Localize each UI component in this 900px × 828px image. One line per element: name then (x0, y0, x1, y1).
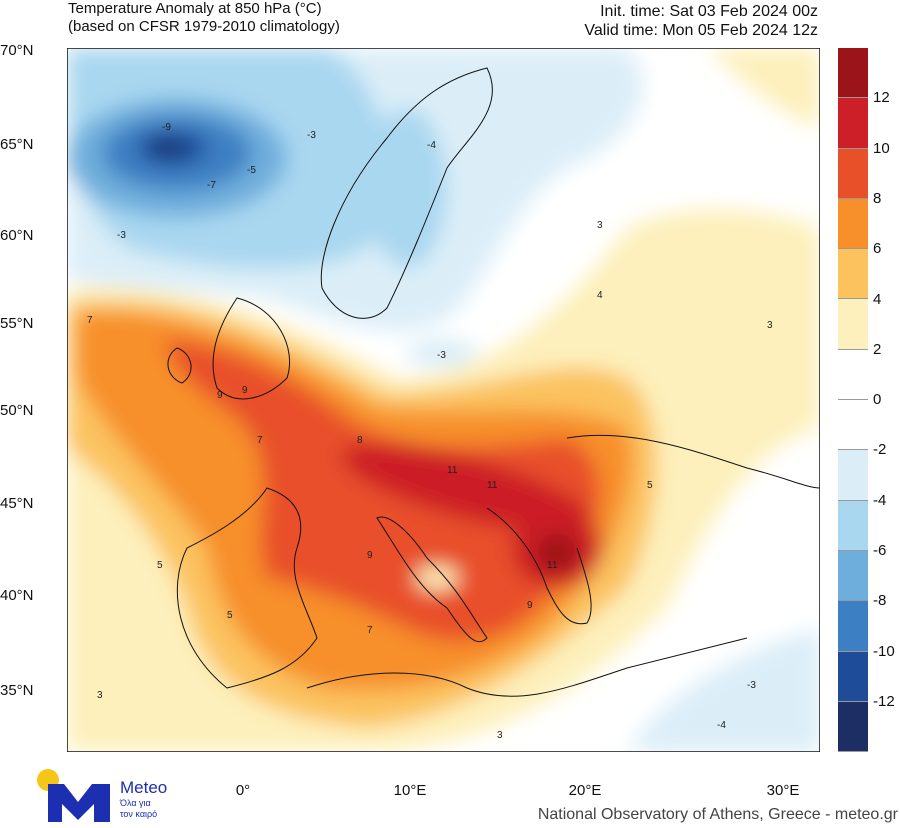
contour-label: -3 (747, 680, 756, 691)
lon-label-0: 0° (235, 782, 251, 799)
colorbar-bin (838, 701, 868, 753)
colorbar-label: -2 (873, 441, 887, 459)
lat-label-55n: 55°N (0, 315, 34, 332)
contour-label: -3 (307, 130, 316, 141)
contour-label: -4 (427, 140, 436, 151)
contour-label: 11 (447, 465, 458, 476)
contour-label: 8 (357, 435, 363, 446)
colorbar-label: 8 (873, 189, 882, 207)
lat-label-50n: 50°N (0, 402, 34, 419)
contour-label: 9 (217, 390, 223, 401)
title-line-2: (based on CFSR 1979-2010 climatology) (68, 18, 340, 35)
anomaly-area-2to4-ne (707, 48, 820, 128)
colorbar-bin (838, 148, 868, 199)
meteo-logo (37, 769, 110, 822)
colorbar-label: 0 (873, 391, 882, 409)
anomaly-area-minus12 (153, 140, 181, 156)
contour-label: 5 (227, 610, 233, 621)
lat-label-65n: 65°N (0, 136, 34, 153)
colorbar-bin (838, 349, 868, 401)
logo-name: Meteo (120, 778, 168, 797)
logo-text: Meteo Όλα για τον καιρό (120, 778, 167, 820)
colorbar (838, 48, 868, 753)
contour-label: -4 (717, 720, 726, 731)
lon-label-30e: 30°E (766, 782, 800, 799)
anomaly-area-minus4-scand (367, 108, 447, 268)
anomaly-area-cool-italy (415, 566, 459, 590)
anomaly-area-minus2-poland (407, 338, 477, 368)
colorbar-bin (838, 550, 868, 602)
contour-label: 11 (487, 480, 498, 491)
contour-label: -3 (117, 230, 126, 241)
colorbar-bin (838, 601, 868, 652)
colorbar-bin (838, 249, 868, 300)
anomaly-area-minus2-se (627, 628, 820, 752)
colorbar-label: -8 (873, 592, 887, 610)
contour-label: 9 (367, 550, 373, 561)
contour-label: 5 (157, 560, 163, 571)
title-line-1: Temperature Anomaly at 850 hPa (°C) (68, 0, 322, 17)
contour-label: -3 (437, 350, 446, 361)
colorbar-bin (838, 198, 868, 250)
colorbar-label: -10 (873, 642, 895, 660)
colorbar-label: 10 (873, 139, 890, 157)
contour-label: 5 (647, 480, 653, 491)
contour-label: 4 (597, 290, 603, 301)
colorbar-label: 6 (873, 240, 882, 258)
lat-label-35n: 35°N (0, 682, 34, 699)
colorbar-label: -12 (873, 692, 895, 710)
contour-label: 9 (242, 385, 248, 396)
coastlines (167, 67, 820, 697)
contour-labels: -9 -7 -5 -3 -4 -3 7 9 9 7 8 11 11 11 9 9 7 5 5 3 3 3 -3 -4 4 3 -3 5 (87, 122, 773, 741)
contour-label: -7 (207, 180, 216, 191)
valid-time: Valid time: Mon 05 Feb 2024 12z (584, 22, 818, 39)
lon-label-20e: 20°E (568, 782, 602, 799)
colorbar-bin (838, 48, 868, 99)
map-title: Temperature Anomaly at 850 hPa (°C) (bas… (68, 0, 340, 36)
colorbar-label: 4 (873, 290, 882, 308)
anomaly-area-12plus (537, 533, 577, 573)
contour-label: 9 (527, 600, 533, 611)
lat-label-60n: 60°N (0, 227, 34, 244)
credit: National Observatory of Athens, Greece -… (537, 806, 898, 823)
colorbar-bin (838, 400, 868, 451)
contour-label: 7 (257, 435, 263, 446)
colorbar-label: -6 (873, 542, 887, 559)
init-time: Init. time: Sat 03 Feb 2024 00z (600, 3, 818, 20)
lon-label-10e: 10°E (393, 782, 427, 799)
contour-label: 3 (497, 730, 503, 741)
colorbar-bin (838, 450, 868, 501)
colorbar-label: 2 (873, 340, 882, 358)
time-info: Init. time: Sat 03 Feb 2024 00z Valid ti… (584, 2, 818, 40)
contour-label: 3 (97, 690, 103, 701)
lat-label-40n: 40°N (0, 587, 34, 604)
logo-tagline-1: Όλα για (120, 798, 151, 808)
contour-label: -9 (162, 122, 171, 133)
contour-label: 3 (767, 320, 773, 331)
contour-label: -5 (247, 165, 256, 176)
contour-label: 11 (547, 560, 558, 571)
logo-tagline-2: τον καιρό (120, 809, 158, 819)
lat-label-45n: 45°N (0, 495, 34, 512)
logo-m-icon (48, 784, 110, 822)
contour-label: 7 (367, 625, 373, 636)
colorbar-label: 12 (873, 89, 890, 107)
colorbar-bin (838, 299, 868, 350)
anomaly-area-10to12 (341, 443, 593, 533)
colorbar-bin (838, 500, 868, 551)
lat-label-70n: 70°N (0, 42, 34, 59)
colorbar-bin (838, 651, 868, 702)
contour-label: 3 (597, 220, 603, 231)
colorbar-label: -4 (873, 491, 887, 509)
contour-label: 7 (87, 315, 93, 326)
colorbar-bin (838, 98, 868, 149)
anomaly-map: -9 -7 -5 -3 -4 -3 7 9 9 7 8 11 11 11 9 9 7 5 5 3 3 3 -3 -4 4 3 -3 5 (67, 48, 820, 752)
